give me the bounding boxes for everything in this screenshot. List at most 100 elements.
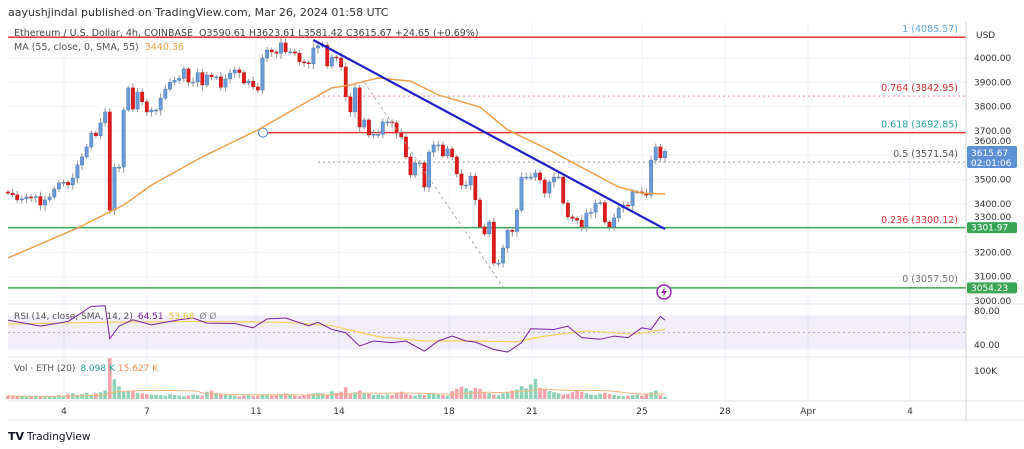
date-tick: 4 <box>61 407 67 417</box>
volume-bar <box>533 378 538 399</box>
candle <box>353 87 357 113</box>
ma-legend[interactable]: MA (55, close, 0, SMA, 55) 3440.36 <box>14 42 184 53</box>
volume-bar <box>316 392 320 399</box>
volume-legend[interactable]: Vol · ETH (20) 8.098 K 15.627 K <box>14 364 159 374</box>
candle <box>468 175 473 186</box>
candle <box>154 109 158 112</box>
volume-bar <box>616 395 621 399</box>
candle <box>524 176 529 179</box>
volume-bar <box>626 395 630 399</box>
volume-bar <box>547 391 552 399</box>
price-tick: 3000.00 <box>974 297 1011 307</box>
candle <box>366 119 371 136</box>
symbol-legend[interactable]: Ethereum / U.S. Dollar, 4h, COINBASE O359… <box>14 28 479 39</box>
candle <box>542 179 547 194</box>
candle <box>228 72 232 80</box>
volume-bar <box>61 395 66 399</box>
current-price: 3615.67 <box>971 149 1008 159</box>
volume-bar <box>242 395 246 399</box>
candle <box>144 101 149 113</box>
volume-bar <box>367 393 371 399</box>
candle <box>528 176 533 179</box>
candle <box>607 221 612 228</box>
candle <box>515 209 519 232</box>
candle <box>205 74 209 86</box>
date-tick: 21 <box>526 407 537 417</box>
volume-bar <box>436 394 441 399</box>
candle <box>570 216 575 219</box>
candle <box>283 42 288 53</box>
descending-trendline <box>312 39 666 231</box>
candle <box>399 132 404 138</box>
price-tick: 3100.00 <box>974 273 1011 283</box>
lightning-icon[interactable] <box>656 284 672 300</box>
volume-bar <box>209 390 214 399</box>
candle <box>163 88 168 99</box>
volume-bar <box>260 394 265 399</box>
volume-bar <box>519 386 524 399</box>
volume-bar <box>589 394 593 399</box>
volume-bar <box>505 391 510 399</box>
volume-bar <box>15 396 20 399</box>
volume-bar <box>24 396 29 399</box>
candle <box>292 51 297 54</box>
currency-label[interactable]: USD <box>976 31 995 41</box>
rsi-legend[interactable]: RSI (14, close, SMA, 14, 2) 64.51 53.68 Ø Ø <box>14 311 216 322</box>
tradingview-logo[interactable]: TV TradingView <box>8 430 91 443</box>
svg-text:3301.97: 3301.97 <box>971 224 1008 234</box>
date-tick: 4 <box>907 407 913 417</box>
candle <box>98 122 103 136</box>
volume-bar <box>223 393 228 399</box>
volume-bar <box>348 393 353 399</box>
candle <box>237 69 242 73</box>
candle <box>121 109 126 168</box>
volume-bar <box>33 396 38 399</box>
volume-bar <box>126 390 131 399</box>
fib-swing-line <box>363 82 504 288</box>
candle <box>19 198 24 201</box>
volume-bar <box>649 392 653 399</box>
candle <box>15 194 20 201</box>
volume-bar <box>663 396 667 399</box>
candle <box>232 69 237 74</box>
candle <box>663 151 667 159</box>
candle <box>653 146 658 161</box>
volume-bar <box>246 395 251 399</box>
candle <box>209 74 214 78</box>
volume-bar <box>496 395 501 399</box>
candle <box>482 226 487 235</box>
volume-bar <box>408 395 413 399</box>
time-axis[interactable]: 4 7 11 14 18 21 25 28 Apr 4 <box>61 407 913 417</box>
volume-bar <box>376 394 380 399</box>
volume-bar <box>404 393 408 399</box>
price-levels: 1 (4085.57) 0.764 (3842.95) 0.618 (3692.85… <box>8 24 966 289</box>
candle <box>413 162 418 176</box>
volume-bar <box>492 394 496 399</box>
candle <box>279 42 283 54</box>
volume-bar <box>57 395 61 399</box>
candle <box>149 109 154 113</box>
candle <box>94 132 98 136</box>
candle <box>325 45 330 67</box>
candle <box>362 119 367 128</box>
volume-bar <box>334 392 339 399</box>
candle <box>441 144 445 157</box>
ma55-line <box>7 77 666 259</box>
candle <box>589 212 593 214</box>
published-header: aayushjindal published on TradingView.co… <box>8 6 389 19</box>
candle <box>200 72 205 86</box>
candle <box>454 156 459 175</box>
volume-tick: 100K <box>974 367 998 377</box>
candle <box>112 166 117 211</box>
candle <box>459 173 464 186</box>
candle <box>56 182 61 190</box>
candle <box>61 181 66 184</box>
volume-bar <box>256 395 260 399</box>
volume-bar <box>29 396 33 399</box>
volume-bar <box>343 387 348 399</box>
volume-bar <box>112 379 117 399</box>
candle <box>538 172 542 181</box>
candle <box>519 176 524 211</box>
